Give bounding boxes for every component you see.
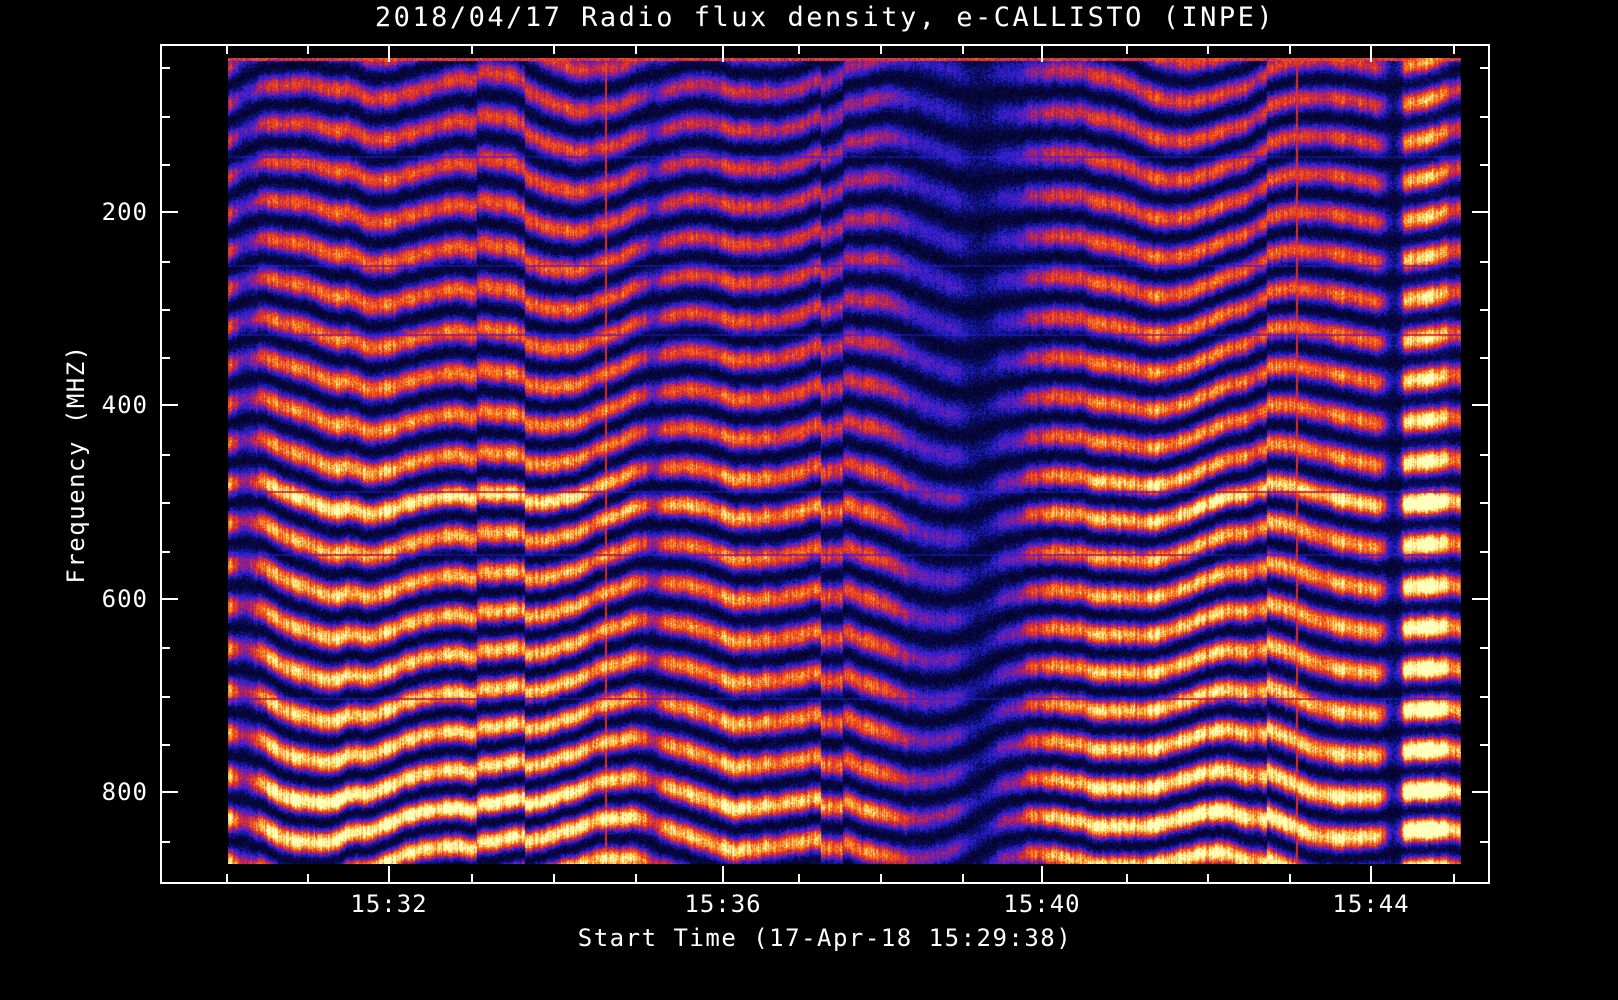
- axis-tick: [1480, 309, 1488, 311]
- axis-tick: [162, 116, 170, 118]
- y-tick-label: 600: [101, 585, 148, 613]
- axis-tick: [307, 46, 309, 54]
- axis-tick: [1480, 696, 1488, 698]
- axis-tick: [162, 551, 170, 553]
- axis-tick: [162, 502, 170, 504]
- y-tick-label: 800: [101, 778, 148, 806]
- axis-tick: [1126, 874, 1128, 882]
- axis-tick: [1126, 46, 1128, 54]
- axis-tick: [471, 46, 473, 54]
- axis-tick: [162, 696, 170, 698]
- axis-tick: [1480, 164, 1488, 166]
- axis-tick: [162, 404, 178, 406]
- axis-tick: [880, 874, 882, 882]
- axis-tick: [388, 866, 390, 882]
- axis-tick: [162, 841, 170, 843]
- axis-tick: [162, 791, 178, 793]
- axis-tick: [1472, 404, 1488, 406]
- axis-tick: [162, 211, 178, 213]
- axis-tick: [1480, 841, 1488, 843]
- axis-tick: [162, 67, 170, 69]
- axis-tick: [162, 744, 170, 746]
- x-tick-label: 15:40: [1003, 890, 1081, 918]
- x-tick-label: 15:44: [1332, 890, 1410, 918]
- axis-tick: [635, 874, 637, 882]
- axis-tick: [1370, 46, 1372, 62]
- axis-tick: [722, 866, 724, 882]
- axis-tick: [553, 874, 555, 882]
- axis-tick: [1480, 454, 1488, 456]
- axis-tick: [798, 874, 800, 882]
- axis-tick: [1480, 357, 1488, 359]
- axis-tick: [388, 46, 390, 62]
- y-tick-label: 400: [101, 391, 148, 419]
- axis-tick: [1289, 46, 1291, 54]
- chart-title: 2018/04/17 Radio flux density, e-CALLIST…: [374, 2, 1276, 33]
- axis-tick: [1041, 46, 1043, 62]
- axis-tick: [162, 357, 170, 359]
- y-axis-label: Frequency (MHZ): [62, 344, 90, 584]
- axis-tick: [1480, 261, 1488, 263]
- axis-tick: [722, 46, 724, 62]
- spectrogram-canvas: [228, 58, 1461, 864]
- axis-tick: [1370, 866, 1372, 882]
- axis-tick: [1041, 866, 1043, 882]
- axis-tick: [1472, 598, 1488, 600]
- axis-tick: [162, 309, 170, 311]
- axis-tick: [962, 874, 964, 882]
- x-axis-label: Start Time (17-Apr-18 15:29:38): [577, 924, 1073, 952]
- axis-tick: [880, 46, 882, 54]
- axis-tick: [1480, 502, 1488, 504]
- axis-tick: [635, 46, 637, 54]
- axis-tick: [471, 874, 473, 882]
- axis-tick: [307, 874, 309, 882]
- x-tick-label: 15:36: [684, 890, 762, 918]
- axis-tick: [226, 46, 228, 54]
- axis-tick: [1480, 67, 1488, 69]
- axis-tick: [162, 164, 170, 166]
- plot-frame: 15:32 15:36 15:40 15:44 200 400 600 800: [102, 44, 1490, 918]
- axis-tick: [1480, 744, 1488, 746]
- axis-tick: [162, 261, 170, 263]
- axis-tick: [1472, 211, 1488, 213]
- axis-tick: [162, 647, 170, 649]
- axis-tick: [1289, 874, 1291, 882]
- axis-tick: [1480, 647, 1488, 649]
- axis-tick: [1453, 874, 1455, 882]
- axis-tick: [162, 454, 170, 456]
- axis-tick: [798, 46, 800, 54]
- y-tick-label: 200: [101, 198, 148, 226]
- axis-tick: [1207, 874, 1209, 882]
- axis-tick: [553, 46, 555, 54]
- axis-tick: [962, 46, 964, 54]
- x-tick-label: 15:32: [350, 890, 428, 918]
- axis-tick: [1480, 551, 1488, 553]
- axis-tick: [1207, 46, 1209, 54]
- axis-tick: [226, 874, 228, 882]
- axis-tick: [1480, 116, 1488, 118]
- axis-tick: [162, 598, 178, 600]
- axis-tick: [1453, 46, 1455, 54]
- axis-tick: [1472, 791, 1488, 793]
